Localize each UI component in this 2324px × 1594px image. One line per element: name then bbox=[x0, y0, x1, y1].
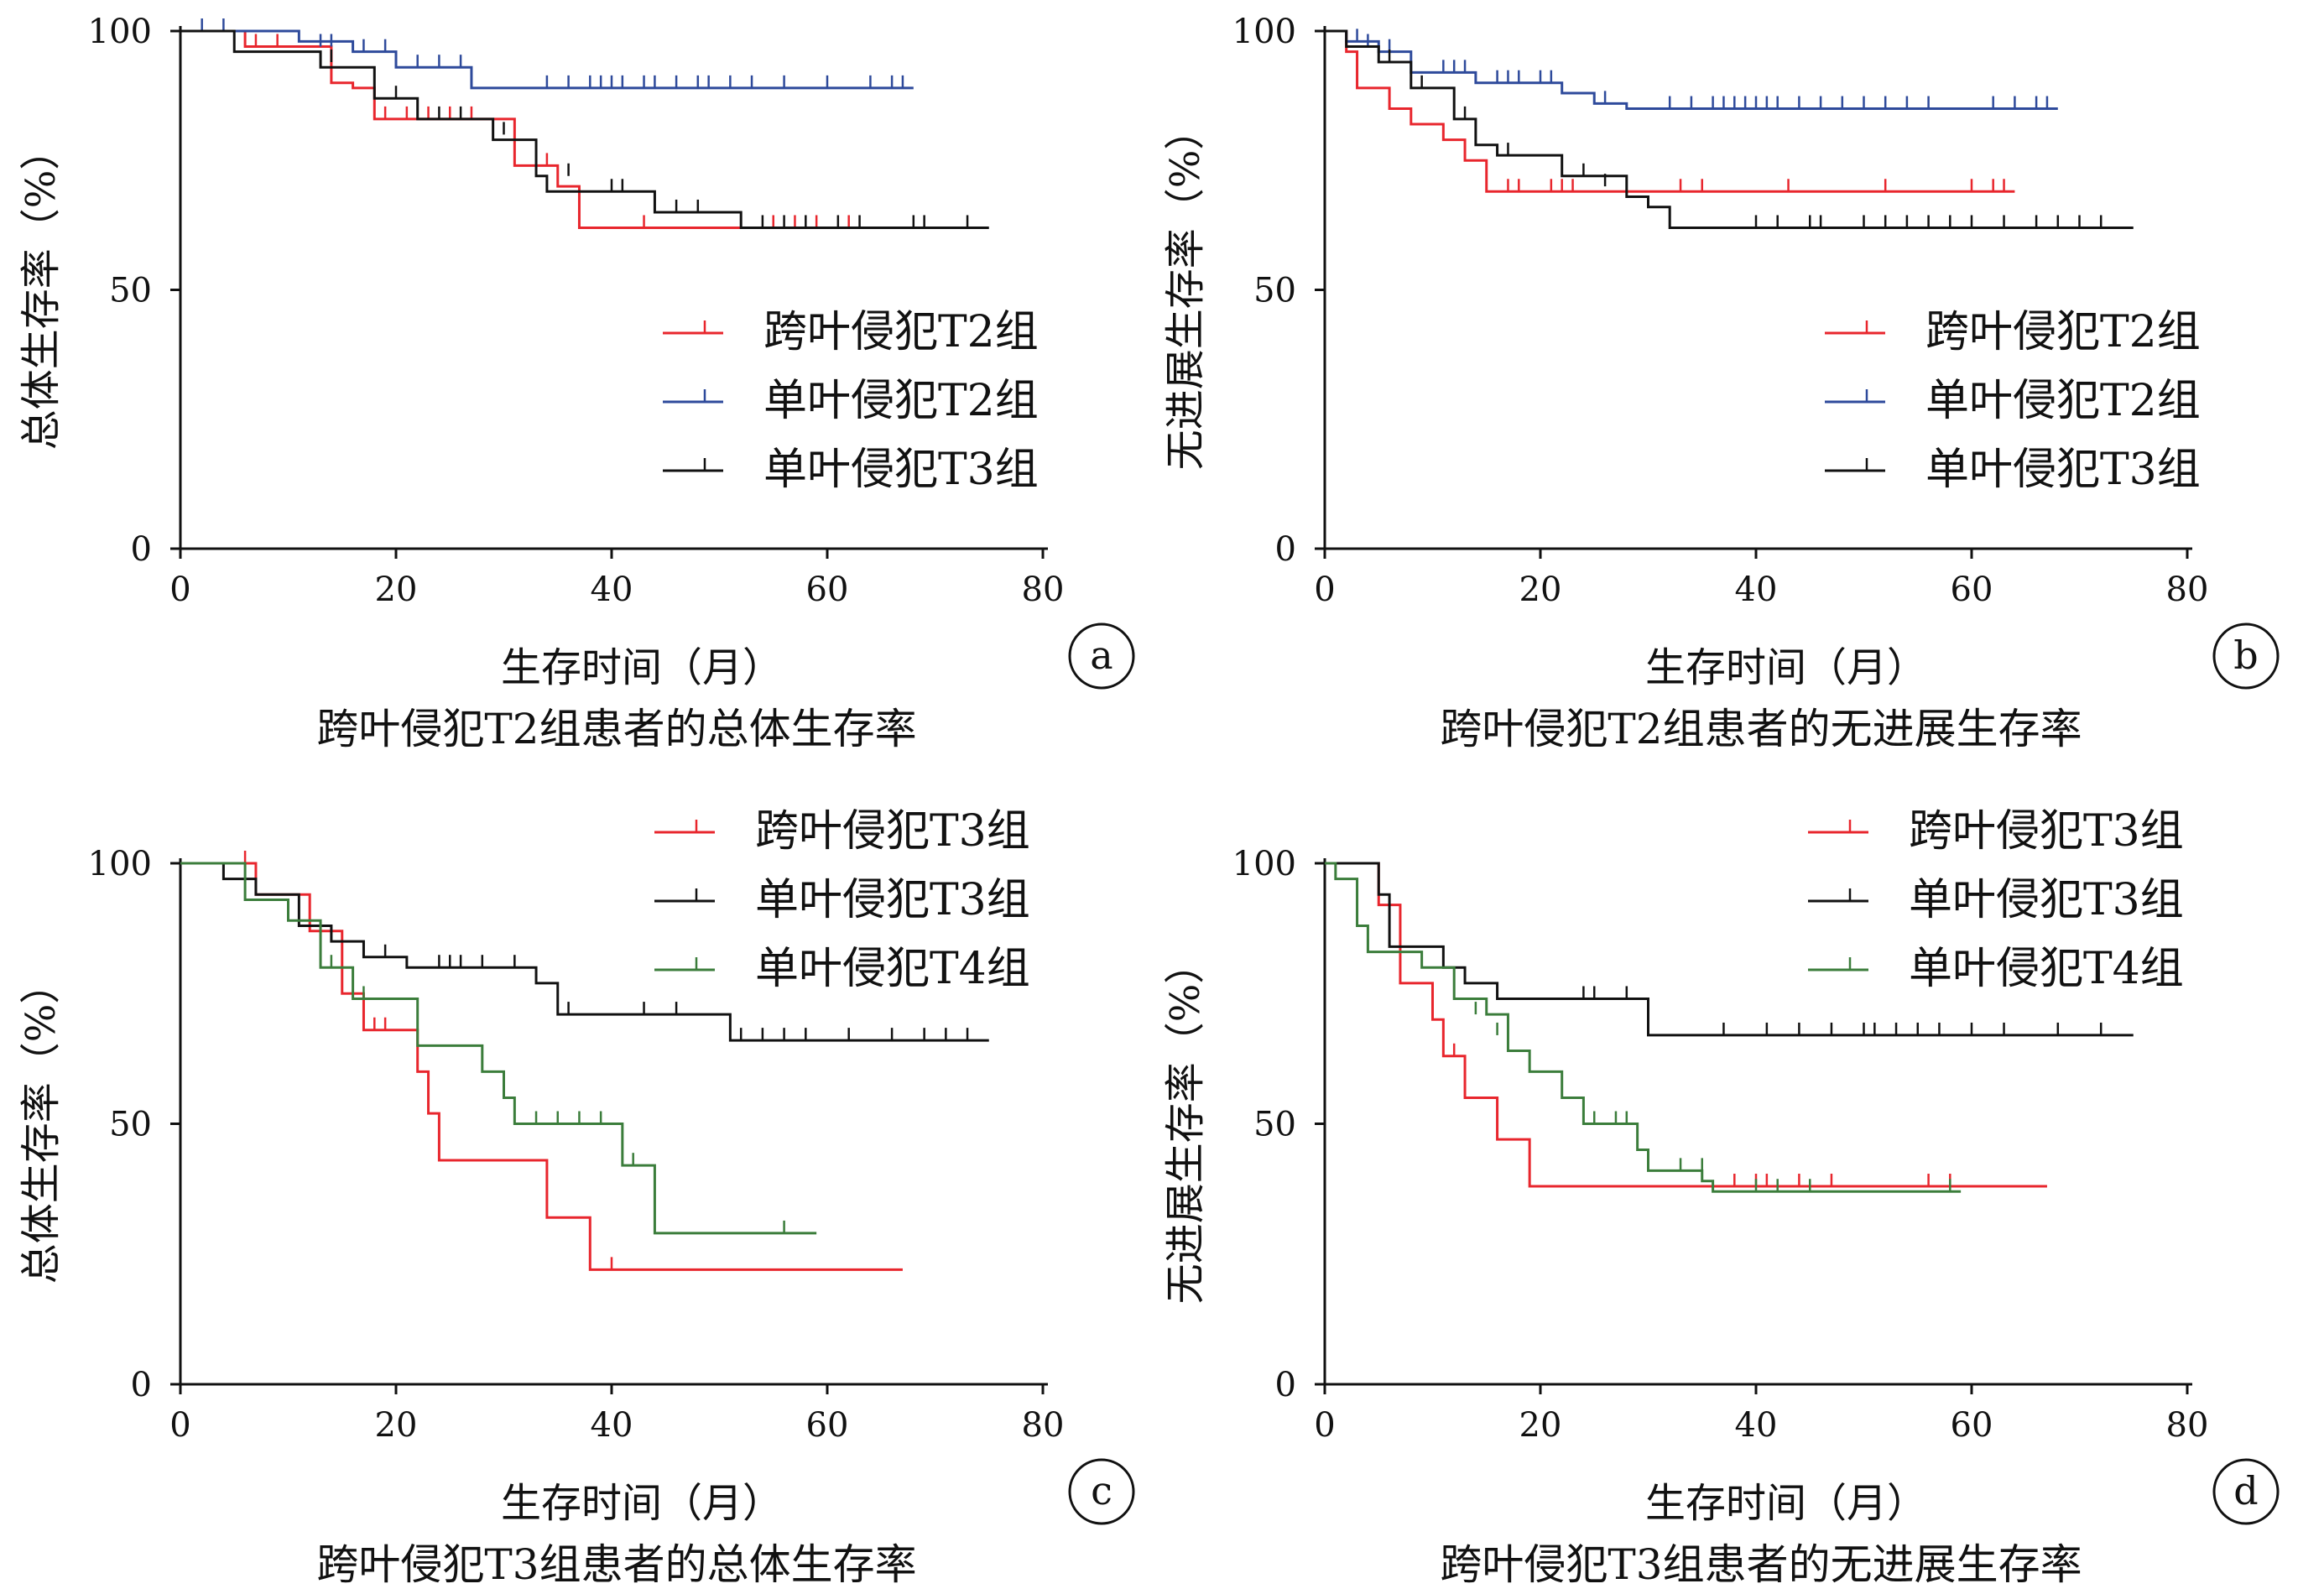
survival-curve bbox=[180, 862, 817, 1235]
y-tick-label: 100 bbox=[1232, 13, 1296, 51]
panel-a: 0 20 40 60 80 0 50 100 生存时间（月） 总体生存率（%） 跨叶侵犯T2组患者的… bbox=[18, 13, 1135, 753]
y-tick-label: 0 bbox=[131, 1366, 152, 1404]
x-tick-label: 0 bbox=[169, 570, 190, 609]
panel-label-circle bbox=[2212, 622, 2280, 690]
y-tick-label: 0 bbox=[1275, 1366, 1296, 1404]
legend-label: 单叶侵犯T4组 bbox=[755, 944, 1030, 994]
survival-curve bbox=[1325, 29, 2015, 193]
x-tick-label: 40 bbox=[591, 570, 633, 609]
x-tick-label: 0 bbox=[1314, 1406, 1335, 1445]
x-tick-label: 40 bbox=[591, 1406, 633, 1445]
survival-curve bbox=[180, 29, 871, 229]
panel-label: a bbox=[1090, 633, 1112, 678]
panel-d: 0 20 40 60 80 0 50 100 生存时间（月） 无进展生存率（%） 跨叶侵犯T3组患者… bbox=[1162, 806, 2280, 1589]
legend-label: 单叶侵犯T3组 bbox=[755, 875, 1030, 925]
legend-label: 单叶侵犯T3组 bbox=[1909, 875, 2184, 925]
series-2 bbox=[180, 18, 914, 90]
x-axis-label: 生存时间（月） bbox=[1645, 1480, 1927, 1527]
x-tick-label: 40 bbox=[1735, 570, 1778, 609]
x-tick-label: 80 bbox=[1022, 570, 1065, 609]
legend-label: 跨叶侵犯T3组 bbox=[755, 806, 1030, 857]
x-tick-label: 20 bbox=[1519, 1406, 1562, 1445]
x-tick-label: 80 bbox=[1022, 1406, 1065, 1445]
survival-curve bbox=[1325, 29, 2058, 111]
y-tick-label: 100 bbox=[1232, 845, 1296, 883]
x-tick-label: 60 bbox=[1951, 1406, 1993, 1445]
series-3 bbox=[1325, 862, 1962, 1193]
legend-label: 单叶侵犯T3组 bbox=[1925, 445, 2201, 495]
panel-b: 0 20 40 60 80 0 50 100 生存时间（月） 无进展生存率（%） 跨叶侵犯T2组患者… bbox=[1162, 13, 2280, 753]
y-axis-label: 无进展生存率（%） bbox=[1162, 110, 1209, 471]
legend-label: 跨叶侵犯T2组 bbox=[763, 307, 1039, 357]
y-tick-label: 50 bbox=[1253, 272, 1296, 310]
x-axis-label: 生存时间（月） bbox=[1645, 644, 1927, 691]
panel-caption: 跨叶侵犯T2组患者的无进展生存率 bbox=[1440, 705, 2082, 753]
survival-curve bbox=[1325, 29, 2134, 229]
y-tick-label: 50 bbox=[109, 1106, 152, 1144]
x-tick-label: 80 bbox=[2166, 1406, 2209, 1445]
x-tick-label: 0 bbox=[1314, 570, 1335, 609]
panel-label: b bbox=[2233, 633, 2258, 678]
x-tick-label: 0 bbox=[169, 1406, 190, 1445]
y-tick-label: 100 bbox=[88, 13, 152, 51]
x-tick-label: 20 bbox=[375, 570, 418, 609]
series-1 bbox=[1325, 29, 2015, 193]
y-axis-label: 无进展生存率（%） bbox=[1162, 944, 1209, 1305]
x-axis-label: 生存时间（月） bbox=[501, 1480, 783, 1527]
series-2 bbox=[1325, 29, 2058, 111]
panel-caption: 跨叶侵犯T2组患者的总体生存率 bbox=[316, 705, 916, 753]
series-2 bbox=[180, 862, 989, 1042]
x-tick-label: 20 bbox=[375, 1406, 418, 1445]
panel-label-circle bbox=[1068, 1458, 1135, 1525]
series-1 bbox=[180, 851, 903, 1271]
x-axis-label: 生存时间（月） bbox=[501, 644, 783, 691]
x-tick-label: 60 bbox=[1951, 570, 1993, 609]
panel-label: d bbox=[2233, 1468, 2258, 1513]
survival-curve bbox=[180, 862, 989, 1042]
y-tick-label: 100 bbox=[88, 845, 152, 883]
series-1 bbox=[180, 29, 871, 229]
x-tick-label: 20 bbox=[1519, 570, 1562, 609]
x-tick-label: 60 bbox=[806, 1406, 849, 1445]
legend-label: 单叶侵犯T2组 bbox=[1925, 376, 2201, 426]
legend-label: 跨叶侵犯T2组 bbox=[1925, 307, 2201, 357]
series-3 bbox=[1325, 29, 2134, 229]
y-tick-label: 0 bbox=[1275, 530, 1296, 569]
y-tick-label: 50 bbox=[109, 272, 152, 310]
series-3 bbox=[180, 862, 817, 1235]
y-axis-label: 总体生存率（%） bbox=[18, 130, 65, 451]
panel-caption: 跨叶侵犯T3组患者的总体生存率 bbox=[316, 1540, 916, 1589]
series-3 bbox=[180, 29, 989, 229]
panel-c: 0 20 40 60 80 0 50 100 生存时间（月） 总体生存率（%） 跨叶侵犯T3组患者的… bbox=[18, 806, 1135, 1589]
x-tick-label: 60 bbox=[806, 570, 849, 609]
survival-curve bbox=[180, 862, 903, 1271]
survival-curve bbox=[180, 29, 989, 229]
panel-label-circle bbox=[2212, 1458, 2280, 1525]
legend-label: 单叶侵犯T3组 bbox=[763, 445, 1039, 495]
survival-curve bbox=[180, 29, 914, 90]
survival-curve bbox=[1325, 862, 1962, 1193]
panel-label: c bbox=[1091, 1468, 1112, 1513]
panel-label-circle bbox=[1068, 622, 1135, 690]
legend-label: 单叶侵犯T2组 bbox=[763, 376, 1039, 426]
y-axis-label: 总体生存率（%） bbox=[18, 964, 65, 1284]
x-tick-label: 40 bbox=[1735, 1406, 1778, 1445]
legend-label: 单叶侵犯T4组 bbox=[1909, 944, 2184, 994]
y-tick-label: 0 bbox=[131, 530, 152, 569]
legend-label: 跨叶侵犯T3组 bbox=[1909, 806, 2184, 857]
y-tick-label: 50 bbox=[1253, 1106, 1296, 1144]
x-tick-label: 80 bbox=[2166, 570, 2209, 609]
panel-caption: 跨叶侵犯T3组患者的无进展生存率 bbox=[1440, 1540, 2082, 1589]
